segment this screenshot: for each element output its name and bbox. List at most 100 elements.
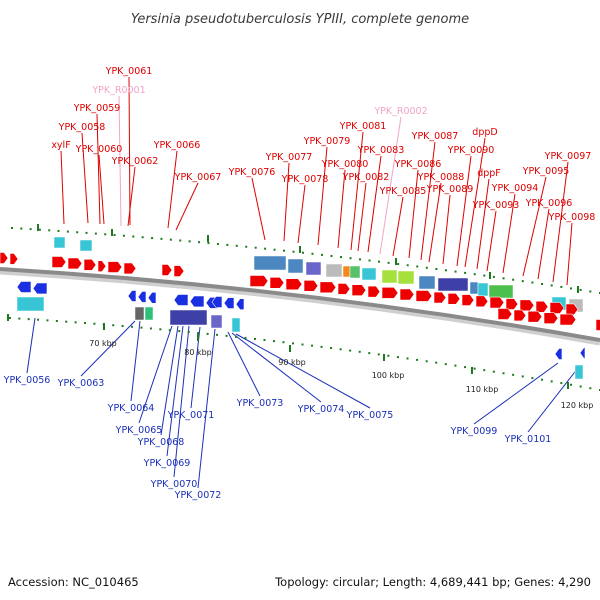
- gene-label-top: YPK_R0001: [91, 85, 145, 96]
- gene-label-top: YPK_0093: [472, 200, 520, 211]
- gene-arrow: [579, 347, 586, 359]
- label-leader-line: [420, 141, 436, 261]
- tick-dot: [512, 373, 515, 376]
- tick-dot: [216, 333, 219, 336]
- major-tick-mark: [37, 224, 39, 231]
- gene-arrow: [269, 276, 285, 289]
- label-leader-line: [350, 131, 364, 251]
- tick-dot: [358, 350, 361, 353]
- gene-arrow: [399, 288, 415, 301]
- tick-dot: [531, 377, 534, 380]
- genome-summary-text: Topology: circular; Length: 4,689,441 bp…: [274, 575, 591, 589]
- gene-label-bottom: YPK_0072: [174, 490, 222, 501]
- tick-dot: [311, 252, 314, 255]
- tick-dot: [273, 248, 276, 251]
- tick-label: 120 kbp: [561, 401, 594, 410]
- gene-label-bottom: YPK_0073: [236, 398, 284, 409]
- gene-arrow: [285, 278, 303, 291]
- tick-dot: [464, 271, 467, 274]
- gene-label-top: YPK_0058: [58, 122, 106, 133]
- tick-dot: [29, 228, 32, 231]
- feature-box: [231, 317, 241, 333]
- label-leader-line: [379, 116, 402, 255]
- gene-arrow: [0, 252, 9, 264]
- tick-dot: [131, 325, 134, 328]
- gene-arrow: [447, 293, 461, 305]
- gene-label-top: YPK_0066: [153, 140, 201, 151]
- gene-label-top: YPK_0090: [447, 145, 495, 156]
- tick-dot: [216, 242, 219, 245]
- gene-label-bottom: YPK_0069: [143, 458, 191, 469]
- gene-arrow: [161, 264, 173, 276]
- label-leader-line: [527, 367, 579, 433]
- tick-dot: [11, 227, 13, 229]
- gene-arrow: [235, 298, 245, 310]
- gene-label-top: YPK_0083: [357, 145, 405, 156]
- gene-label-bottom: YPK_0101: [504, 434, 552, 445]
- label-leader-line: [175, 182, 199, 231]
- tick-dot: [416, 265, 419, 268]
- major-tick-mark: [111, 229, 113, 236]
- tick-dot: [282, 341, 285, 344]
- gene-arrow: [519, 299, 535, 312]
- tick-label: 80 kbp: [184, 348, 212, 357]
- tick-dot: [20, 227, 23, 230]
- tick-dot: [435, 361, 438, 364]
- feature-box: [253, 255, 287, 271]
- tick-dot: [589, 290, 592, 293]
- gene-arrow: [189, 295, 205, 308]
- major-tick-mark: [7, 314, 9, 321]
- gene-label-bottom: YPK_0068: [137, 437, 185, 448]
- major-tick-mark: [103, 323, 105, 330]
- tick-dot: [9, 317, 11, 319]
- label-leader-line: [317, 146, 328, 246]
- gene-arrow: [461, 294, 475, 306]
- gene-arrow: [554, 348, 563, 360]
- major-tick-mark: [567, 382, 569, 389]
- tick-dot: [179, 239, 182, 242]
- tick-dot: [292, 250, 295, 253]
- genome-backbone: [0, 267, 600, 346]
- major-tick-mark: [207, 235, 209, 242]
- gene-label-top: YPK_0077: [265, 152, 313, 163]
- label-leader-line: [408, 169, 419, 259]
- label-leader-line: [60, 150, 65, 225]
- tick-dot: [65, 320, 68, 323]
- label-leader-line: [283, 162, 290, 242]
- major-tick-mark: [577, 286, 579, 293]
- tick-dot: [301, 343, 304, 346]
- feature-box: [325, 263, 343, 278]
- gene-arrow: [415, 290, 433, 302]
- gene-arrow: [303, 280, 319, 292]
- label-leader-line: [235, 333, 371, 409]
- label-leader-line: [227, 331, 261, 397]
- gene-label-top: YPK_0098: [548, 212, 596, 223]
- label-leader-line: [127, 166, 136, 227]
- gene-label-top: YPK_0080: [321, 159, 369, 170]
- tick-dot: [187, 330, 190, 333]
- gene-label-top: YPK_0059: [73, 103, 121, 114]
- label-leader-line: [522, 176, 547, 277]
- tick-dot: [235, 335, 238, 338]
- tick-dot: [140, 326, 143, 329]
- tick-dot: [483, 369, 486, 372]
- gene-label-top: YPK_0086: [394, 159, 442, 170]
- minor-tick-dots: [7, 224, 600, 391]
- tick-dot: [151, 237, 154, 240]
- tick-dot: [359, 258, 362, 261]
- tick-dot: [406, 357, 409, 360]
- tick-dot: [245, 245, 248, 248]
- tick-dot: [483, 274, 486, 277]
- gene-arrow: [543, 312, 559, 324]
- tick-dot: [425, 266, 428, 269]
- tick-dot: [38, 228, 41, 231]
- gene-label-bottom: YPK_0075: [346, 410, 394, 421]
- gene-label-top: YPK_0060: [75, 144, 123, 155]
- label-leader-line: [566, 222, 573, 286]
- gene-arrow: [505, 298, 519, 310]
- tick-dot: [444, 363, 447, 366]
- feature-box: [144, 306, 154, 321]
- tick-label: 110 kbp: [466, 385, 499, 394]
- gene-arrows: [0, 252, 600, 360]
